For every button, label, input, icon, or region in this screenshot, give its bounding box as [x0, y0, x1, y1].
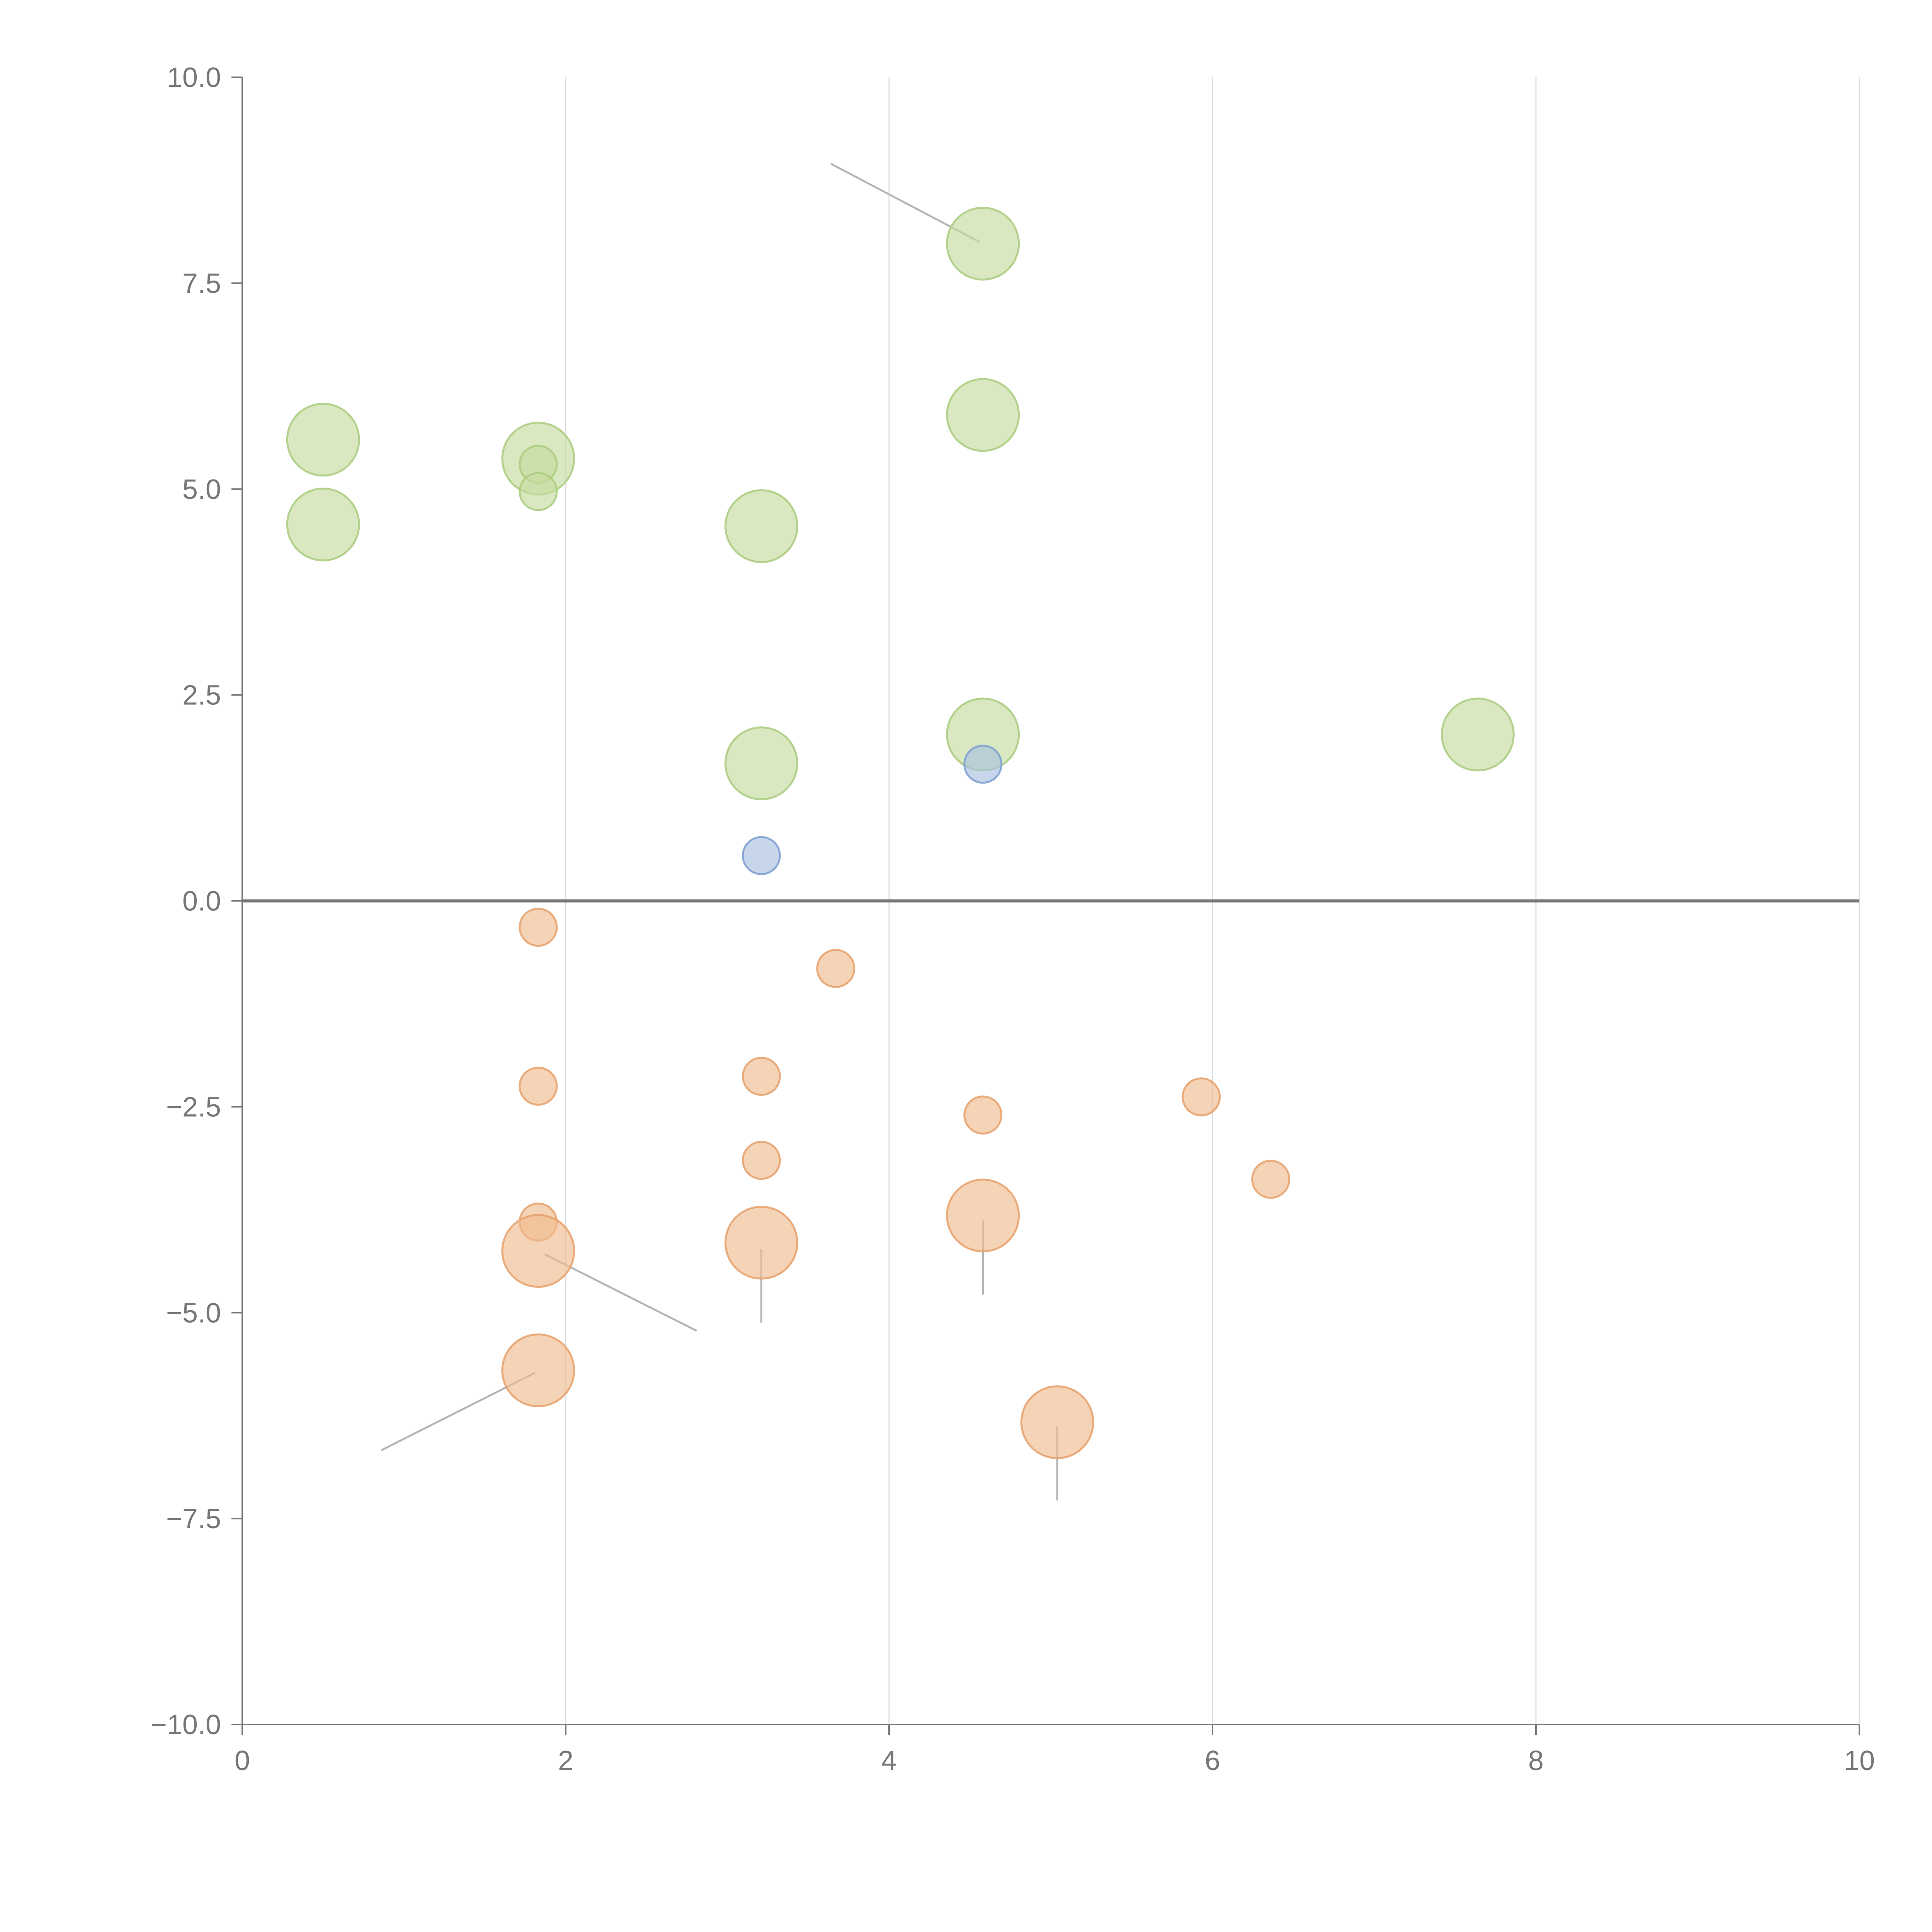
y-tick-label: 7.5: [182, 268, 221, 299]
orange-bubble: [519, 908, 558, 947]
blue-bubble: [742, 836, 781, 875]
leader-lines: [381, 163, 1058, 1501]
y-tick-label: −10.0: [151, 1709, 221, 1740]
orange-bubble: [724, 1206, 798, 1280]
orange-bubble: [501, 1333, 575, 1407]
green-bubble: [519, 472, 558, 511]
orange-bubble: [501, 1214, 575, 1288]
x-tick-label: 4: [881, 1745, 897, 1776]
x-tick-label: 10: [1844, 1745, 1875, 1776]
green-bubble: [724, 489, 798, 563]
green-bubble: [946, 207, 1020, 281]
green-bubble: [286, 487, 360, 561]
x-tick-label: 2: [558, 1745, 573, 1776]
x-tick-label: 0: [235, 1745, 250, 1776]
orange-bubble: [963, 1095, 1003, 1135]
y-tick-label: 10.0: [167, 62, 221, 93]
green-bubble: [286, 403, 360, 477]
y-tick-label: 5.0: [182, 474, 221, 505]
orange-bubble: [946, 1179, 1020, 1253]
x-tick-label: 8: [1528, 1745, 1544, 1776]
orange-bubble: [519, 1066, 558, 1106]
orange-bubble: [1182, 1077, 1221, 1117]
axes: [242, 77, 1859, 1725]
green-bubble: [946, 378, 1020, 452]
x-tick-label: 6: [1205, 1745, 1220, 1776]
green-bubble: [1440, 697, 1515, 772]
orange-bubble: [742, 1057, 781, 1096]
blue-bubble: [963, 745, 1003, 784]
orange-bubble: [1020, 1385, 1094, 1459]
orange-bubble: [816, 949, 855, 988]
y-tick-label: −2.5: [166, 1092, 221, 1122]
y-tick-label: 2.5: [182, 680, 221, 711]
y-tick-label: 0.0: [182, 886, 221, 917]
orange-bubble: [742, 1141, 781, 1180]
tick-labels: 0 2 4 6 8 10 10.0 7.5 5.0 2.5 0.0 −2.5 −5.0 −7.5 −10.0: [151, 62, 1875, 1776]
bubbles: [286, 207, 1515, 1459]
y-tick-label: −7.5: [166, 1503, 221, 1534]
green-bubble: [724, 726, 798, 801]
orange-bubble: [1251, 1160, 1291, 1199]
y-tick-label: −5.0: [166, 1298, 221, 1328]
